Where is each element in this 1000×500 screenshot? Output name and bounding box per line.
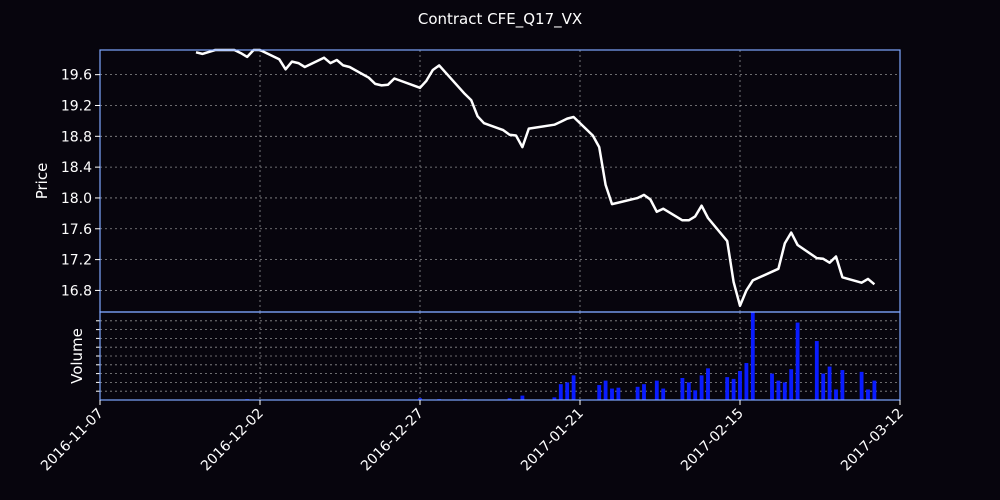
price-line-group [195, 48, 876, 308]
volume-bar [827, 366, 832, 400]
price-line [195, 48, 876, 308]
x-tick-label: 2016-11-07 [38, 406, 107, 475]
price-y-tick-label: 18.0 [61, 191, 92, 207]
volume-bar [859, 371, 864, 400]
volume-bar [872, 380, 877, 400]
price-y-tick-label: 17.6 [61, 222, 92, 238]
chart-title: Contract CFE_Q17_VX [418, 10, 582, 29]
volume-bar [744, 363, 749, 400]
price-y-tick-label: 18.8 [61, 129, 92, 145]
volume-bar [725, 377, 730, 400]
volume-bar [597, 385, 602, 400]
volume-bar [507, 398, 512, 400]
volume-bar [866, 389, 870, 400]
x-tick-label: 2016-12-02 [198, 406, 267, 475]
price-y-tick-label: 16.8 [61, 283, 92, 299]
volume-bar [795, 322, 800, 400]
volume-bar [686, 382, 691, 400]
volume-bar [706, 368, 710, 400]
volume-bar [699, 375, 704, 400]
price-y-tick-label: 18.4 [61, 160, 92, 176]
volume-bar [654, 380, 659, 400]
volume-bar [558, 384, 563, 400]
volume-axis-label: Volume [68, 328, 86, 384]
price-y-ticks: 16.8 17.2 17.6 18.0 18.4 18.8 19.2 19.6 [61, 68, 100, 299]
volume-bar [821, 373, 826, 400]
volume-bar [789, 369, 794, 400]
x-axis-ticks: 2016-11-07 2016-12-02 2016-12-27 2017-01-21… [38, 400, 907, 474]
volume-bar [834, 389, 838, 400]
volume-bar [642, 384, 646, 400]
price-y-tick-label: 17.2 [61, 253, 92, 269]
volume-bar [814, 341, 819, 400]
volume-bar [731, 378, 736, 400]
volume-bar [635, 386, 640, 400]
price-y-tick-label: 19.6 [61, 68, 92, 84]
price-panel-frame [99, 49, 901, 313]
volume-panel-frame [99, 311, 901, 401]
volume-bar [520, 395, 525, 400]
x-tick-label: 2016-12-27 [358, 406, 427, 475]
x-tick-label: 2017-01-21 [518, 406, 587, 475]
volume-bar [418, 398, 422, 400]
price-panel-grid [99, 50, 901, 312]
volume-bar [782, 382, 787, 400]
volume-bar [776, 380, 781, 400]
x-tick-label: 2017-03-12 [838, 406, 907, 475]
volume-bar [680, 378, 685, 400]
volume-panel-grid [96, 312, 901, 400]
volume-bar [661, 388, 666, 400]
volume-bar [693, 390, 698, 400]
x-tick-label: 2017-02-15 [678, 406, 747, 475]
volume-bar [571, 375, 576, 400]
price-axis-label: Price [33, 163, 51, 200]
volume-bars [245, 312, 877, 400]
price-y-tick-label: 19.2 [61, 98, 92, 114]
volume-bar [770, 373, 774, 400]
volume-bar [565, 382, 570, 400]
volume-bar [840, 370, 845, 400]
volume-bar [552, 397, 557, 400]
volume-bar [616, 387, 621, 400]
volume-bar [610, 388, 614, 400]
volume-bar [603, 380, 608, 400]
volume-bar [738, 370, 742, 400]
volume-bar [750, 312, 755, 400]
